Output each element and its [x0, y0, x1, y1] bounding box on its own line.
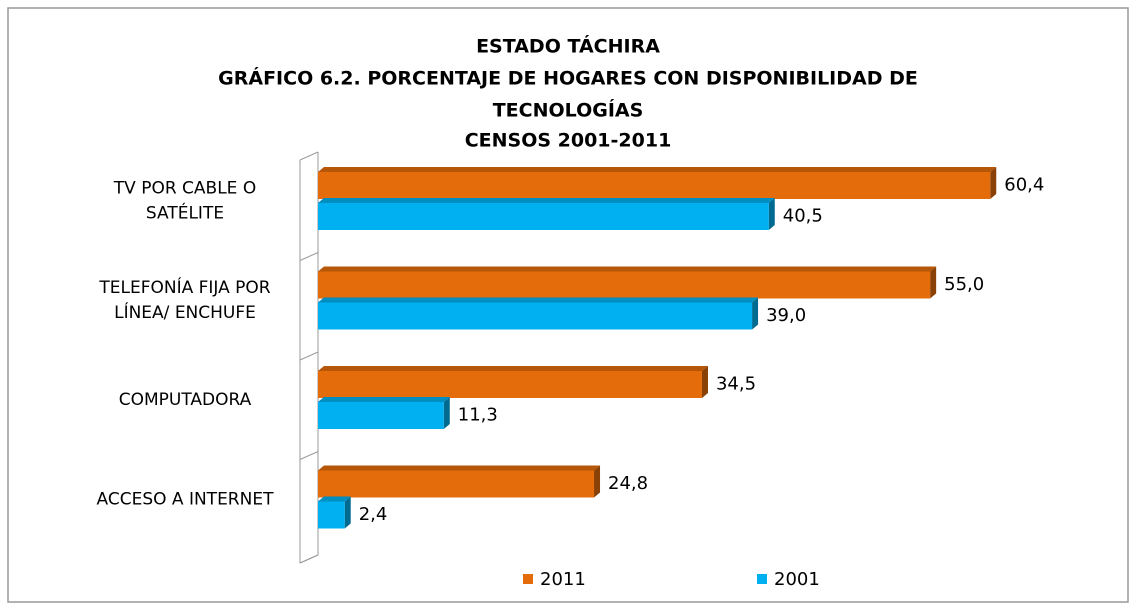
bar-top — [318, 496, 351, 502]
bar-side — [443, 397, 450, 429]
value-label: 34,5 — [716, 374, 756, 395]
category-tick — [299, 252, 319, 261]
bar-face — [318, 302, 753, 330]
y-tick-label-line: SATÉLITE — [146, 202, 224, 224]
bar-side — [990, 167, 997, 199]
bar — [318, 397, 450, 429]
bar-face — [318, 402, 444, 429]
y-tick-label: TELEFONÍA FIJA POR LÍNEA/ ENCHUFE — [98, 276, 270, 323]
y-tick-label-line: COMPUTADORA — [119, 390, 252, 410]
legend-label: 2001 — [774, 569, 820, 590]
legend-swatch — [523, 574, 533, 584]
bar-face — [318, 271, 931, 299]
chart-title: ESTADO TÁCHIRA — [476, 35, 660, 58]
bar — [318, 198, 775, 230]
y-tick-label: TV POR CABLE O SATÉLITE — [113, 179, 256, 224]
bar-side — [594, 465, 601, 498]
y-tick-label-line: LÍNEA/ ENCHUFE — [114, 301, 256, 323]
y-tick-label: COMPUTADORA — [119, 390, 252, 410]
value-label: 55,0 — [944, 274, 984, 295]
category-tick — [299, 451, 319, 460]
chart-title: GRÁFICO 6.2. PORCENTAJE DE HOGARES CON D… — [218, 67, 918, 90]
bar-top — [318, 167, 997, 172]
bar — [318, 266, 937, 299]
bar-side — [930, 266, 937, 299]
bar — [318, 167, 997, 199]
bar-top — [318, 366, 708, 371]
bar-face — [318, 203, 769, 230]
y-tick-label-line: ACCESO A INTERNET — [97, 490, 275, 510]
bar-face — [318, 172, 991, 199]
legend-label: 2011 — [540, 569, 586, 590]
bar-face — [318, 470, 595, 498]
y-tick-label-line: TELEFONÍA FIJA POR — [98, 276, 270, 298]
bar-face — [318, 501, 345, 529]
bar-side — [344, 496, 351, 529]
legend-swatch — [757, 574, 767, 584]
bar-top — [318, 297, 759, 303]
chart-title: CENSOS 2001-2011 — [465, 130, 672, 152]
category-tick — [299, 351, 319, 361]
bar-face — [318, 371, 702, 398]
value-label: 11,3 — [458, 405, 498, 426]
bar-side — [768, 198, 775, 230]
value-label: 2,4 — [359, 504, 388, 525]
bar-top — [318, 397, 450, 402]
bar-top — [318, 198, 775, 203]
bar — [318, 465, 601, 498]
value-label: 39,0 — [766, 305, 806, 326]
value-label: 40,5 — [783, 206, 823, 227]
y-tick-label: ACCESO A INTERNET — [97, 490, 275, 510]
bar — [318, 496, 351, 529]
bar — [318, 297, 759, 330]
bar-top — [318, 266, 937, 272]
bar-top — [318, 465, 601, 471]
bar — [318, 366, 708, 398]
bar-side — [701, 366, 708, 398]
chart-title: TECNOLOGÍAS — [493, 99, 644, 122]
y-tick-label-line: TV POR CABLE O — [113, 179, 256, 199]
value-label: 60,4 — [1004, 175, 1044, 196]
value-label: 24,8 — [608, 473, 648, 494]
bar-side — [752, 297, 759, 330]
